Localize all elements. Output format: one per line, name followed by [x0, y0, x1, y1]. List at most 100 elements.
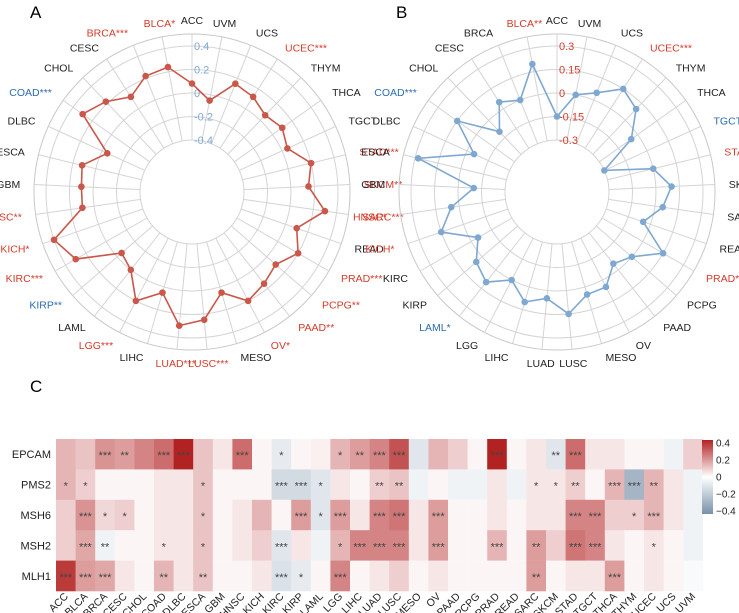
- heatmap-cell: [604, 439, 625, 470]
- heatmap-significance: *: [64, 481, 69, 493]
- heatmap-cell: [526, 469, 547, 501]
- radar-a-category-label: READ: [355, 243, 385, 255]
- radar-b-r-tick-label: 0.15: [559, 65, 580, 77]
- heatmap-significance: *: [103, 511, 108, 523]
- heatmap-cell: [350, 560, 370, 592]
- radar-b-category-label: HNSC*: [353, 212, 387, 224]
- radar-b-spoke: [584, 58, 643, 149]
- heatmap-cell: [252, 530, 272, 561]
- heatmap-cell: [683, 439, 704, 470]
- heatmap-significance: *: [632, 511, 637, 523]
- radar-a-category-label: SARC***: [362, 212, 403, 224]
- heatmap-cell: [154, 439, 174, 470]
- heatmap-cell: [428, 530, 449, 561]
- heatmap-significance: ***: [432, 511, 446, 523]
- radar-b-category-label: LUAD: [527, 358, 555, 370]
- radar-b-r-tick-label: -0.3: [559, 135, 578, 147]
- heatmap-cell: [75, 439, 96, 470]
- panel-label-c: C: [30, 377, 42, 396]
- radar-a-data-point: [175, 322, 183, 329]
- radar-a-category-label: MESO: [241, 352, 272, 364]
- heatmap-cell: [134, 499, 155, 531]
- radar-b-spoke: [407, 208, 509, 245]
- heatmap-cell: [173, 530, 194, 561]
- radar-b-data-point: [529, 60, 536, 68]
- radar-a-category-label: BRCA***: [87, 27, 128, 39]
- radar-a-data-point: [232, 80, 239, 88]
- radar-a-data-point: [103, 150, 111, 157]
- colorbar-tick-label: 0.4: [716, 439, 730, 450]
- heatmap-cell: [173, 469, 194, 501]
- radar-a-data-point: [249, 93, 257, 101]
- radar-a-spoke: [219, 58, 278, 149]
- heatmap-significance: **: [101, 541, 110, 553]
- heatmap-cell: [663, 439, 684, 470]
- radar-a-data-point: [78, 183, 85, 191]
- radar-b-spoke: [399, 183, 506, 191]
- radar-a-spoke: [132, 45, 174, 144]
- heatmap-significance: *: [318, 481, 323, 493]
- heatmap-cell: [252, 560, 272, 592]
- heatmap-cell: [389, 469, 410, 501]
- radar-b-data-point: [495, 98, 503, 106]
- heatmap-cell: [448, 530, 468, 561]
- heatmap-cell: [134, 469, 155, 501]
- heatmap-significance: ***: [432, 541, 446, 553]
- radar-a-category-label: KICH*: [0, 243, 29, 255]
- heatmap-cell: [683, 560, 704, 592]
- heatmap-cell: [565, 439, 586, 470]
- radar-a-data-point: [188, 80, 196, 87]
- radar-b-r-tick-label: -0.15: [559, 112, 584, 124]
- heatmap-significance: ***: [99, 450, 113, 462]
- heatmap-cell: [291, 560, 312, 592]
- radar-a-data-point: [206, 97, 213, 104]
- heatmap-significance: ***: [79, 511, 93, 523]
- radar-b-category-label: LAML*: [419, 322, 451, 334]
- radar-a-category-label: THYM: [311, 63, 341, 75]
- heatmap-cell: [408, 439, 429, 470]
- heatmap-significance: *: [318, 511, 323, 523]
- heatmap-significance: ***: [79, 541, 93, 553]
- heatmap-row-label: MSH2: [20, 540, 51, 552]
- radar-b-category-label: OV: [636, 340, 651, 352]
- heatmap-cell: [56, 530, 76, 561]
- heatmap-significance: ***: [569, 511, 583, 523]
- heatmap-cell: [448, 499, 468, 531]
- heatmap-cell: [369, 530, 390, 561]
- heatmap-cell: [487, 469, 508, 501]
- heatmap-cell: [154, 469, 174, 501]
- radar-b-data-point: [482, 278, 490, 286]
- colorbar-tick-label: −0.2: [716, 490, 736, 501]
- heatmap-row-label: PMS2: [21, 480, 51, 492]
- heatmap-cell: [663, 499, 684, 531]
- heatmap-significance: ***: [589, 541, 603, 553]
- radar-a-data-point: [79, 204, 86, 212]
- heatmap-cell: [95, 560, 116, 592]
- heatmap-cell: [487, 499, 508, 531]
- heatmap-cell: [154, 499, 174, 531]
- radar-a-spoke: [223, 232, 291, 317]
- radar-b-category-label: BLCA**: [507, 18, 543, 30]
- radar-b-spoke: [447, 77, 522, 155]
- heatmap-cell: [546, 499, 566, 531]
- heatmap-cell: [232, 560, 253, 592]
- radar-b-spoke: [605, 208, 707, 245]
- heatmap-cell: [604, 560, 625, 592]
- heatmap-significance: ***: [491, 541, 505, 553]
- radar-a-category-label: LAML: [58, 322, 86, 334]
- radar-a-spoke: [196, 243, 208, 350]
- heatmap-significance: **: [532, 541, 541, 553]
- panel-label-b: B: [396, 3, 407, 22]
- heatmap-column-label: UVM: [673, 591, 698, 613]
- radar-b-data-point: [593, 89, 601, 97]
- heatmap-significance: ***: [275, 541, 289, 553]
- heatmap-cell: [310, 530, 331, 561]
- heatmap-cell: [291, 499, 312, 531]
- heatmap-cell: [114, 499, 135, 531]
- heatmap-cell: [389, 439, 410, 470]
- heatmap-cell: [624, 560, 645, 592]
- radar-a-category-label: ACC: [181, 15, 204, 27]
- radar-a-data-point: [78, 162, 86, 169]
- heatmap-cell: [408, 499, 429, 531]
- heatmap-cell: [506, 530, 527, 561]
